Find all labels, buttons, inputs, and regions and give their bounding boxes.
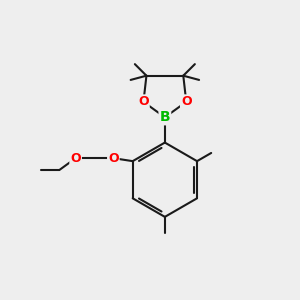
Text: O: O — [138, 95, 149, 108]
Text: B: B — [160, 110, 170, 124]
Text: O: O — [70, 152, 81, 165]
Text: O: O — [108, 152, 119, 165]
Text: O: O — [181, 95, 192, 108]
